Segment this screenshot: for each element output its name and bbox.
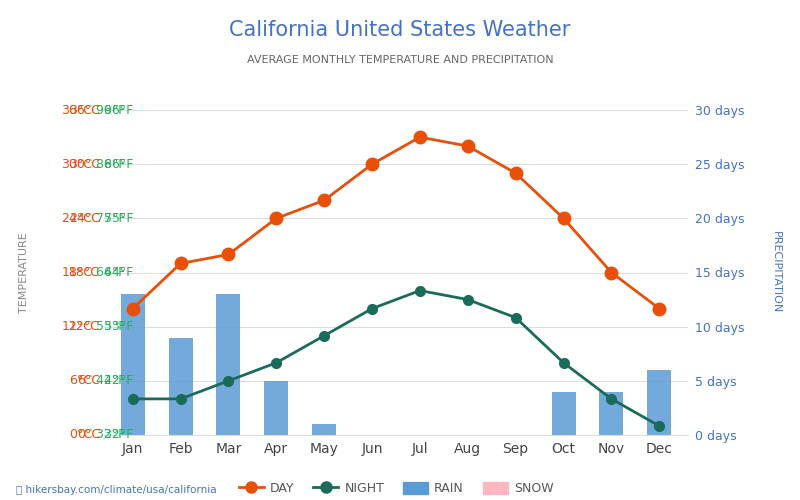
Bar <box>169 338 193 435</box>
Text: 32°F: 32°F <box>92 428 126 442</box>
Text: 30°C: 30°C <box>69 158 100 170</box>
Text: 64°F: 64°F <box>92 266 126 279</box>
Text: 42°F: 42°F <box>100 374 134 388</box>
Bar <box>647 370 671 435</box>
Text: 36°C: 36°C <box>62 104 92 117</box>
Text: 30°C: 30°C <box>62 158 92 170</box>
Text: 64°F: 64°F <box>100 266 134 279</box>
Text: 12°C: 12°C <box>69 320 100 333</box>
Text: 36°C: 36°C <box>69 104 100 117</box>
Bar <box>599 392 623 435</box>
Text: PRECIPITATION: PRECIPITATION <box>771 232 781 314</box>
Text: 86°F: 86°F <box>100 158 134 170</box>
Text: 18°C: 18°C <box>62 266 92 279</box>
Text: 42°F: 42°F <box>92 374 126 388</box>
Text: 32°F: 32°F <box>100 428 134 442</box>
Text: 24°C: 24°C <box>69 212 100 225</box>
Text: 96°F: 96°F <box>92 104 126 117</box>
Bar <box>217 294 241 435</box>
Text: 53°F: 53°F <box>100 320 134 333</box>
Text: 0°C: 0°C <box>77 428 100 442</box>
Text: 6°C: 6°C <box>77 374 100 388</box>
Text: TEMPERATURE: TEMPERATURE <box>19 232 29 313</box>
Text: 53°F: 53°F <box>92 320 126 333</box>
Text: 75°F: 75°F <box>100 212 134 225</box>
Text: 🔗 hikersbay.com/climate/usa/california: 🔗 hikersbay.com/climate/usa/california <box>16 485 217 495</box>
Text: 12°C: 12°C <box>62 320 92 333</box>
Bar <box>312 424 336 435</box>
Bar <box>121 294 145 435</box>
Text: California United States Weather: California United States Weather <box>230 20 570 40</box>
Legend: DAY, NIGHT, RAIN, SNOW: DAY, NIGHT, RAIN, SNOW <box>234 477 558 500</box>
Bar <box>264 381 288 435</box>
Text: 75°F: 75°F <box>92 212 126 225</box>
Text: 18°C: 18°C <box>69 266 100 279</box>
Text: 0°C: 0°C <box>69 428 92 442</box>
Text: 96°F: 96°F <box>100 104 134 117</box>
Bar <box>551 392 575 435</box>
Text: 24°C: 24°C <box>62 212 92 225</box>
Text: AVERAGE MONTHLY TEMPERATURE AND PRECIPITATION: AVERAGE MONTHLY TEMPERATURE AND PRECIPIT… <box>246 55 554 65</box>
Text: 6°C: 6°C <box>70 374 92 388</box>
Text: 86°F: 86°F <box>92 158 126 170</box>
